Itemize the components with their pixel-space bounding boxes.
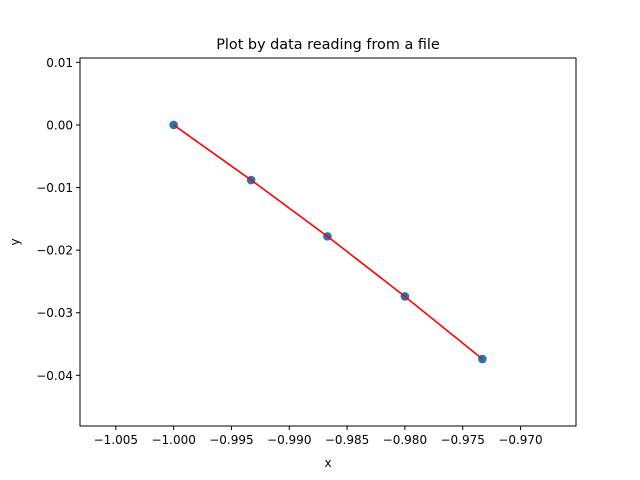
y-tick-label: −0.01 bbox=[36, 181, 73, 195]
chart-title: Plot by data reading from a file bbox=[216, 37, 440, 53]
plot-area bbox=[169, 120, 487, 364]
x-tick-label: −0.990 bbox=[267, 433, 311, 447]
y-axis-label: y bbox=[8, 238, 22, 245]
y-tick-label: −0.02 bbox=[36, 244, 73, 258]
x-tick-label: −1.000 bbox=[151, 433, 195, 447]
axes-frame bbox=[79, 57, 577, 427]
y-tick-label: 0.00 bbox=[46, 118, 73, 132]
x-tick-label: −0.995 bbox=[209, 433, 253, 447]
x-tick-label: −0.975 bbox=[440, 433, 484, 447]
x-tick-label: −0.985 bbox=[325, 433, 369, 447]
x-tick-label: −0.980 bbox=[383, 433, 427, 447]
x-axis-label: x bbox=[324, 456, 331, 470]
x-axis-ticks: −1.005 −1.000 −0.995 −0.990 −0.985 −0.980 −0.9… bbox=[94, 426, 543, 447]
y-tick-label: 0.01 bbox=[46, 56, 73, 70]
x-tick-label: −0.970 bbox=[498, 433, 542, 447]
x-tick-label: −1.005 bbox=[94, 433, 138, 447]
y-tick-label: −0.04 bbox=[36, 369, 73, 383]
y-axis-ticks: 0.01 0.00 −0.01 −0.02 −0.03 −0.04 bbox=[36, 56, 80, 383]
series-line bbox=[173, 124, 483, 360]
y-tick-label: −0.03 bbox=[36, 306, 73, 320]
